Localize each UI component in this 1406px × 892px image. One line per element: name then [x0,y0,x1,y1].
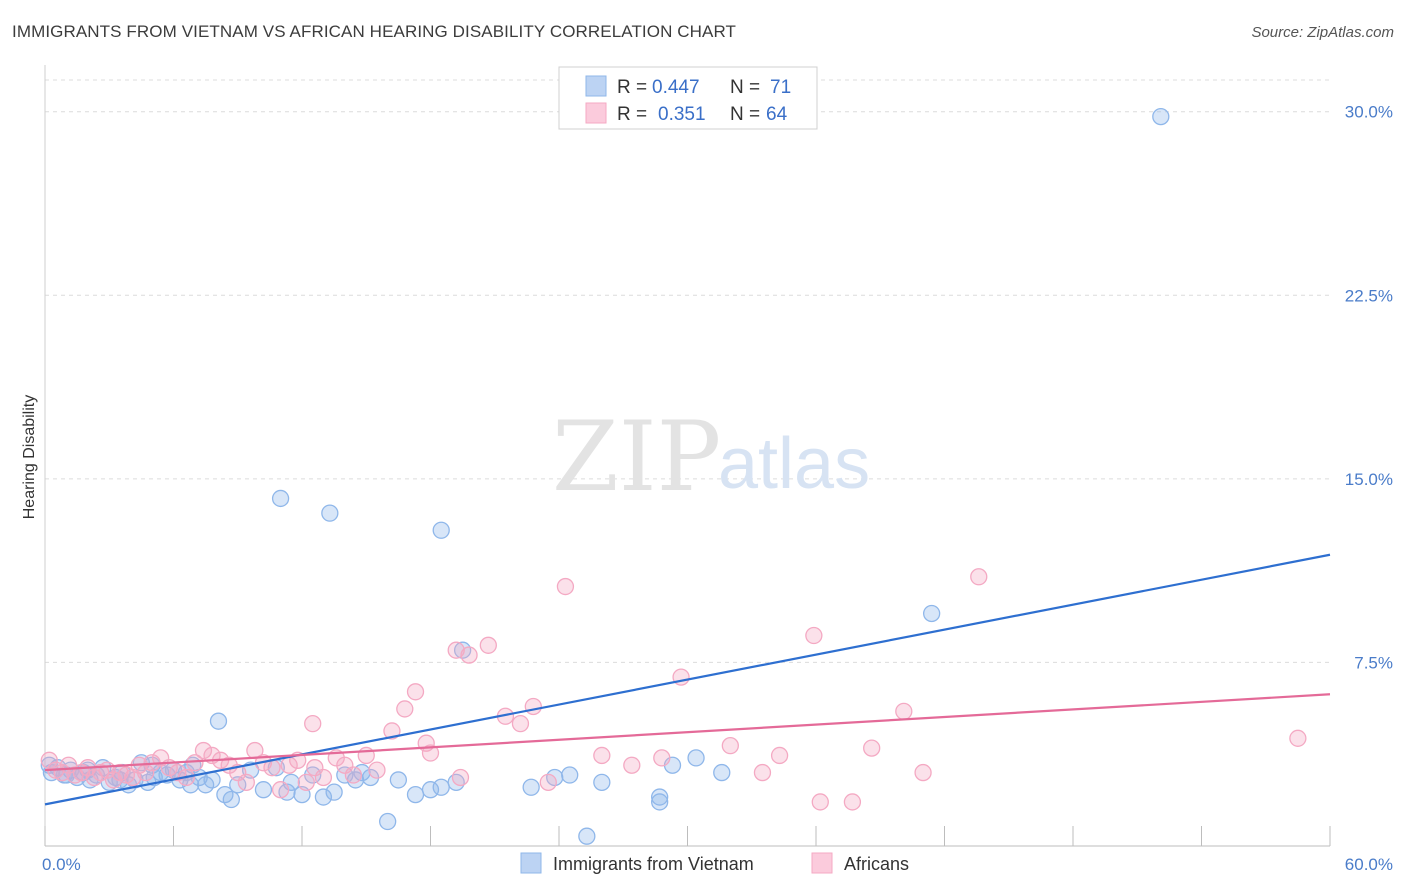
point-africans-58 [753,763,772,782]
point-africans-71 [539,773,557,792]
point-vietnam-62 [713,763,731,782]
point-africans-48 [479,636,497,654]
point-vietnam-37 [314,788,333,806]
trend-line-africans [44,693,1331,772]
point-vietnam-55 [561,766,579,784]
point-vietnam-56 [578,827,596,845]
source-label: Source: ZipAtlas.com [1251,24,1394,41]
point-africans-64 [1289,729,1307,747]
point-vietnam-31 [254,781,273,799]
legend-swatch-vietnam [585,75,607,97]
watermark-atlas: atlas [718,424,870,504]
watermark-zip: ZIP [552,401,721,513]
point-africans-62 [895,702,913,721]
trend-lines [44,553,1331,806]
series-label-africans: Africans [844,854,909,874]
point-vietnam-44 [389,771,408,789]
y-tick-label-0: 7.5% [1354,653,1393,672]
point-vietnam-28 [222,790,240,809]
grid [45,79,1330,663]
series-swatch-africans [811,852,833,874]
y-tick-label-3: 30.0% [1345,103,1393,122]
point-africans-54 [623,756,641,774]
y-axis-label: Hearing Disability [21,395,38,520]
point-africans-60 [805,626,823,645]
point-vietnam-63 [923,604,941,623]
point-africans-68 [304,714,322,733]
point-africans-53 [593,746,611,765]
series-label-vietnam: Immigrants from Vietnam [553,854,754,874]
point-africans-50 [511,714,530,733]
point-africans-19 [169,763,187,782]
point-africans-31 [271,781,290,799]
point-vietnam-61 [687,749,705,767]
legend-r-label-1: R = [617,77,647,98]
point-vietnam-57 [593,773,611,792]
x-tick-label-1: 60.0% [1345,855,1393,874]
point-vietnam-49 [271,489,290,508]
legend-swatch-africans [585,102,607,124]
point-africans-55 [653,749,671,767]
data-points [40,107,1307,845]
point-africans-22 [194,741,213,760]
watermark: ZIP atlas [552,401,870,513]
point-africans-63 [970,568,988,586]
point-africans-67 [914,763,932,782]
point-vietnam-43 [379,812,397,831]
legend-n-label-1: N = [730,77,760,98]
point-africans-36 [314,768,333,787]
point-africans-34 [297,773,315,792]
point-vietnam-26 [209,712,228,730]
point-africans-52 [556,577,575,596]
trend-line-vietnam [44,553,1331,806]
tick-labels: 7.5% 15.0% 22.5% 30.0% 0.0% 60.0% [42,103,1393,874]
series-swatch-vietnam [520,852,542,874]
point-africans-47 [460,646,478,664]
x-tick-label-0: 0.0% [42,855,81,874]
legend-n-label-2: N = [730,104,760,125]
point-vietnam-59 [651,793,669,811]
point-africans-27 [237,773,255,792]
point-vietnam-51 [432,521,450,539]
y-tick-label-1: 15.0% [1345,470,1393,489]
point-africans-41 [368,761,386,779]
series-legend: Immigrants from Vietnam Africans [520,852,909,874]
point-vietnam-53 [522,778,540,796]
point-africans-43 [396,700,414,718]
point-africans-0 [40,751,58,769]
chart-title: IMMIGRANTS FROM VIETNAM VS AFRICAN HEARI… [12,22,737,41]
point-vietnam-47 [432,778,450,796]
legend: R = 0.447 N = 71 R = 0.351 N = 64 [558,66,818,130]
legend-n-value-2: 64 [766,104,788,125]
point-africans-39 [344,766,363,784]
point-africans-57 [721,736,739,755]
point-africans-45 [421,744,440,762]
legend-r-value-2: 0.351 [658,104,706,125]
point-africans-51 [524,697,542,716]
legend-r-value-1: 0.447 [652,77,700,98]
point-africans-42 [383,722,401,740]
point-vietnam-64 [1152,107,1170,126]
legend-n-value-1: 71 [770,77,791,98]
point-africans-70 [451,768,470,787]
legend-r-label-2: R = [617,104,647,125]
point-africans-65 [811,793,829,811]
point-vietnam-25 [203,771,221,789]
axes [44,65,1331,847]
point-vietnam-46 [421,781,440,799]
point-vietnam-58 [651,788,669,806]
point-africans-61 [843,793,862,811]
point-africans-59 [770,746,789,765]
y-tick-label-2: 22.5% [1345,286,1393,305]
point-vietnam-38 [325,783,343,801]
point-africans-66 [863,739,881,757]
point-africans-44 [406,683,425,701]
point-africans-46 [447,641,465,659]
point-vietnam-50 [321,504,339,522]
point-vietnam-45 [406,785,425,804]
